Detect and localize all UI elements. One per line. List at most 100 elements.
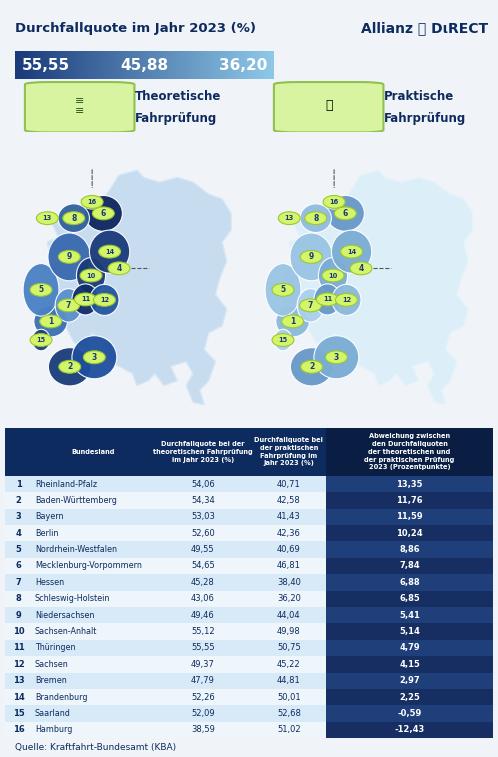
Circle shape (301, 360, 323, 373)
Ellipse shape (326, 195, 365, 232)
Circle shape (108, 262, 130, 275)
Text: 15: 15 (278, 337, 287, 343)
Text: 47,79: 47,79 (191, 676, 215, 685)
Text: 42,36: 42,36 (277, 528, 301, 537)
Text: 52,60: 52,60 (191, 528, 215, 537)
Ellipse shape (90, 285, 119, 316)
Text: 4: 4 (16, 528, 21, 537)
Text: Mecklenburg-Vorpommern: Mecklenburg-Vorpommern (35, 562, 142, 571)
Text: 38,59: 38,59 (191, 725, 215, 734)
FancyBboxPatch shape (326, 509, 493, 525)
Text: 40,69: 40,69 (277, 545, 301, 554)
Text: 11,76: 11,76 (396, 496, 423, 505)
Text: 51,02: 51,02 (277, 725, 301, 734)
Circle shape (300, 299, 322, 312)
Text: 11: 11 (81, 297, 90, 302)
Circle shape (30, 334, 52, 347)
Ellipse shape (72, 336, 117, 378)
Text: Quelle: Kraftfahrt-Bundesamt (KBA): Quelle: Kraftfahrt-Bundesamt (KBA) (15, 743, 176, 752)
Ellipse shape (332, 230, 372, 273)
FancyBboxPatch shape (326, 492, 493, 509)
Text: 44,81: 44,81 (277, 676, 301, 685)
Text: 55,12: 55,12 (191, 627, 215, 636)
Ellipse shape (290, 347, 333, 386)
Circle shape (300, 251, 322, 263)
Text: 52,09: 52,09 (191, 709, 215, 718)
Text: 45,28: 45,28 (191, 578, 215, 587)
Text: 54,34: 54,34 (191, 496, 215, 505)
Text: 14: 14 (347, 248, 356, 254)
Text: Abweichung zwischen
den Durchfallquoten
der theoretischen und
der praktischen Pr: Abweichung zwischen den Durchfallquoten … (365, 433, 455, 470)
Text: 5: 5 (16, 545, 21, 554)
Text: 9: 9 (67, 252, 72, 261)
Ellipse shape (32, 329, 50, 350)
Ellipse shape (285, 213, 294, 223)
FancyBboxPatch shape (326, 706, 493, 721)
Text: Hamburg: Hamburg (35, 725, 72, 734)
Text: 6,85: 6,85 (399, 594, 420, 603)
Ellipse shape (84, 195, 123, 232)
Text: Bundesland: Bundesland (72, 449, 115, 455)
Text: 45,22: 45,22 (277, 660, 301, 669)
Ellipse shape (332, 285, 361, 316)
Circle shape (341, 245, 363, 258)
Text: 12: 12 (100, 297, 109, 303)
Text: 3: 3 (16, 512, 21, 522)
Text: 2,25: 2,25 (399, 693, 420, 702)
Ellipse shape (318, 257, 348, 294)
Text: 2: 2 (67, 363, 72, 371)
Text: 52,68: 52,68 (277, 709, 301, 718)
Text: 7: 7 (66, 301, 71, 310)
Text: Praktische: Praktische (383, 90, 454, 103)
Text: 8,86: 8,86 (399, 545, 420, 554)
Text: Niedersachsen: Niedersachsen (35, 611, 94, 620)
Circle shape (336, 294, 358, 307)
Ellipse shape (297, 288, 324, 322)
Ellipse shape (274, 329, 292, 350)
Circle shape (323, 195, 345, 208)
Ellipse shape (265, 263, 301, 316)
FancyBboxPatch shape (5, 590, 326, 607)
Text: 49,46: 49,46 (191, 611, 215, 620)
Circle shape (30, 283, 52, 296)
Text: 16: 16 (13, 725, 24, 734)
Circle shape (99, 245, 121, 258)
Ellipse shape (48, 233, 91, 281)
Text: 49,55: 49,55 (191, 545, 215, 554)
Circle shape (58, 251, 80, 263)
Circle shape (278, 212, 300, 225)
FancyBboxPatch shape (5, 623, 326, 640)
Text: 1: 1 (290, 317, 295, 326)
Text: 43,06: 43,06 (191, 594, 215, 603)
Text: 54,06: 54,06 (191, 479, 215, 488)
Text: 6: 6 (101, 209, 106, 218)
Text: 2: 2 (16, 496, 21, 505)
Circle shape (272, 334, 294, 347)
Text: 45,88: 45,88 (121, 58, 168, 73)
Ellipse shape (314, 336, 359, 378)
Ellipse shape (55, 288, 82, 322)
Text: 4: 4 (359, 264, 364, 273)
Text: Bremen: Bremen (35, 676, 67, 685)
Text: 50,75: 50,75 (277, 643, 301, 653)
FancyBboxPatch shape (326, 558, 493, 574)
FancyBboxPatch shape (5, 428, 493, 476)
Text: 9: 9 (309, 252, 314, 261)
Ellipse shape (34, 306, 68, 337)
Text: 3: 3 (92, 353, 97, 362)
Text: 41,43: 41,43 (277, 512, 301, 522)
Text: 52,26: 52,26 (191, 693, 215, 702)
Circle shape (350, 262, 372, 275)
Text: 14: 14 (13, 693, 24, 702)
Polygon shape (280, 170, 473, 404)
Text: 12: 12 (13, 660, 24, 669)
Text: 16: 16 (330, 199, 339, 205)
FancyBboxPatch shape (326, 607, 493, 623)
FancyBboxPatch shape (326, 541, 493, 558)
Circle shape (322, 269, 344, 282)
Text: 49,98: 49,98 (277, 627, 301, 636)
Text: 8: 8 (313, 213, 318, 223)
FancyBboxPatch shape (326, 640, 493, 656)
Text: 38,40: 38,40 (277, 578, 301, 587)
Text: Brandenburg: Brandenburg (35, 693, 87, 702)
